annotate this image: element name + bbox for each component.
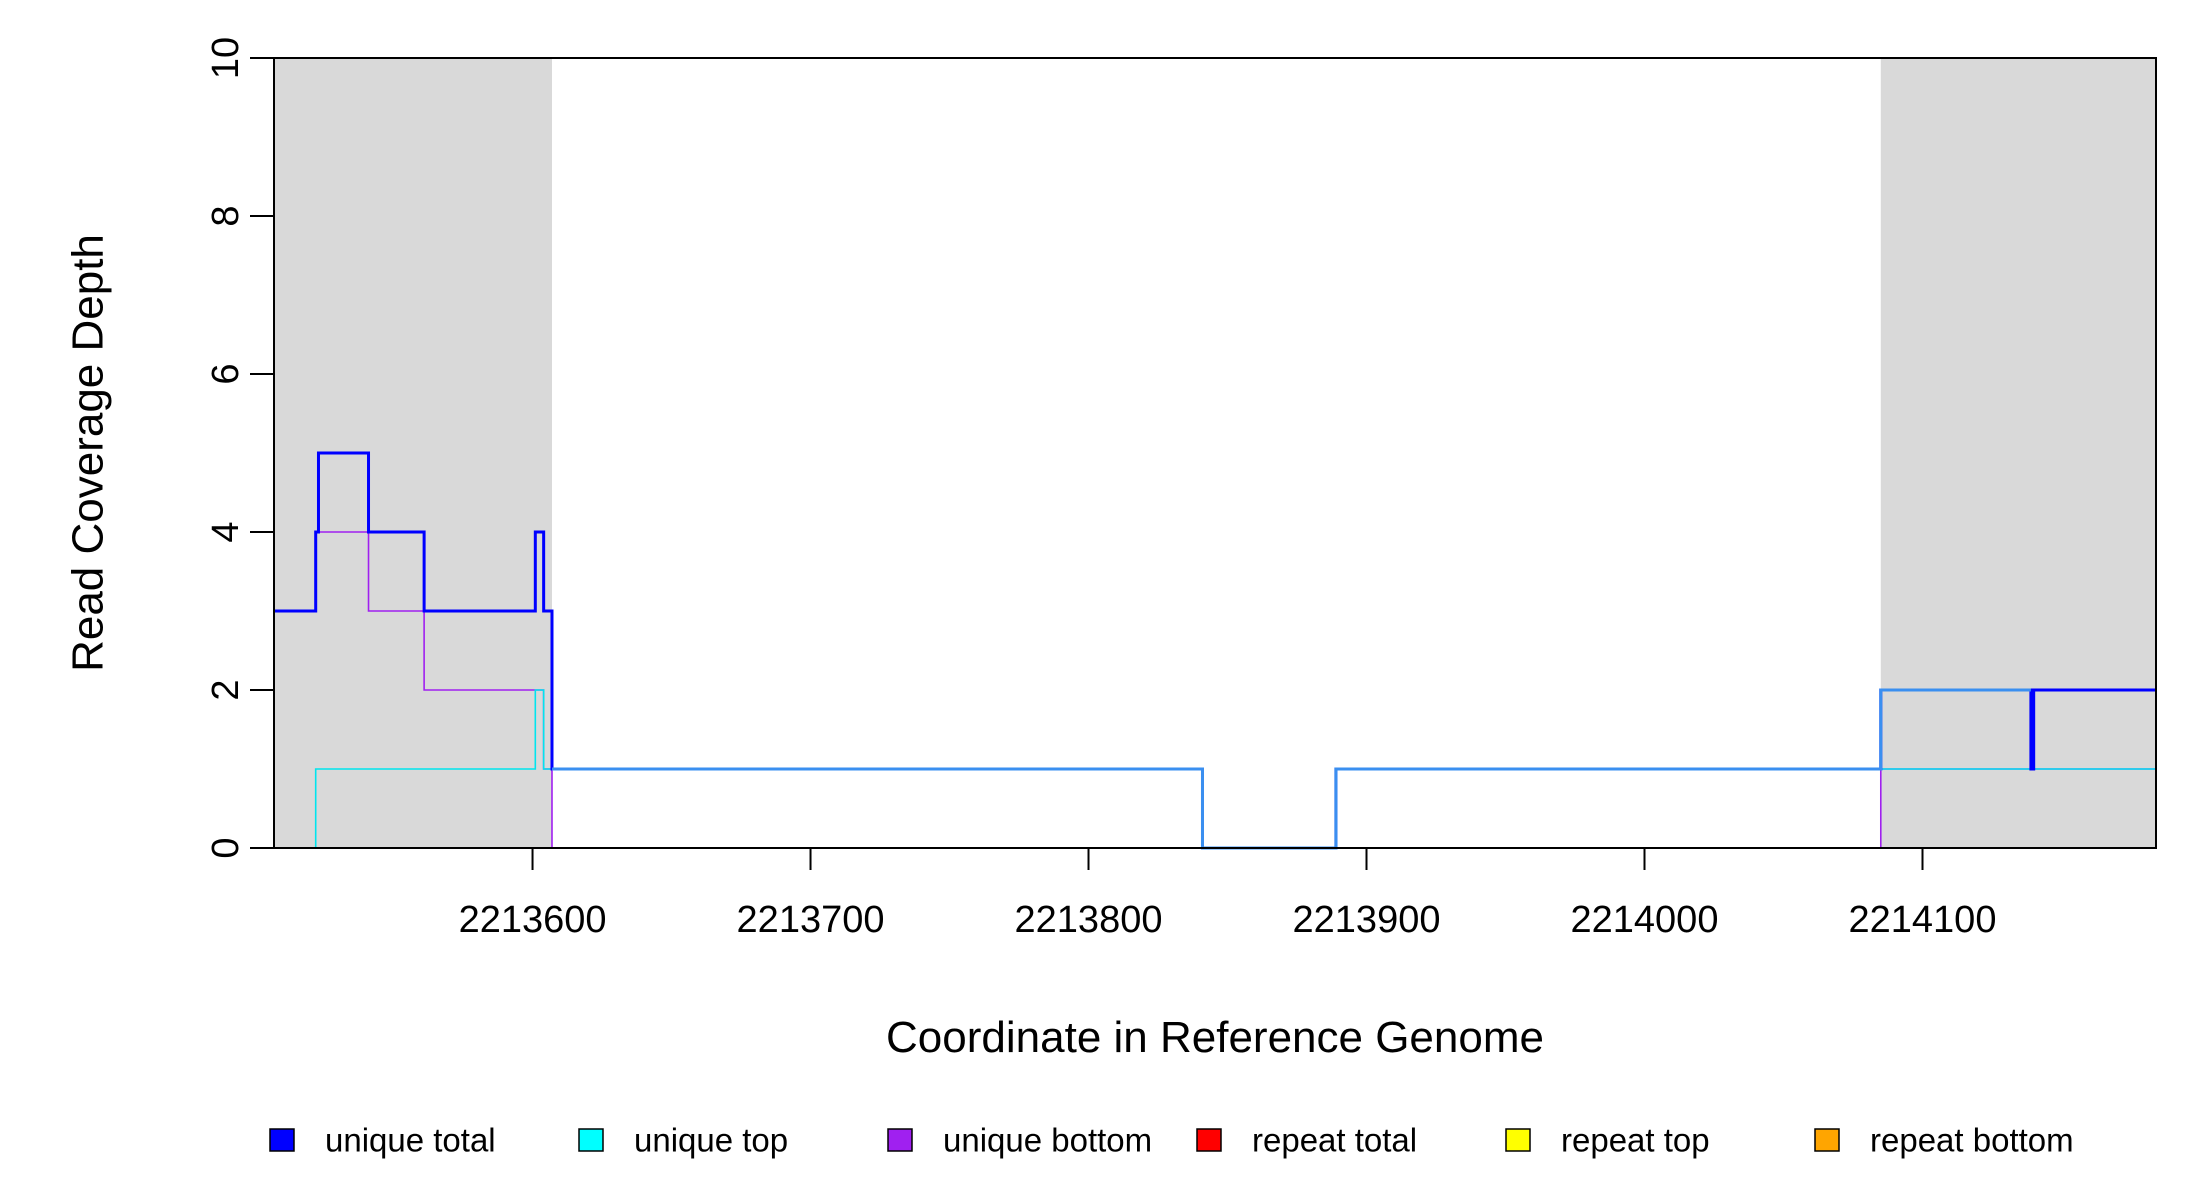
series-overlap-unique-total-top xyxy=(551,688,2031,850)
x-axis-ticks: 2213600 2213700 2213800 2213900 2214000 22141… xyxy=(459,848,1997,941)
x-tick-label: 2214000 xyxy=(1571,899,1719,941)
shaded-regions xyxy=(274,58,2156,848)
series-unique-bottom xyxy=(274,531,2156,849)
x-tick-label: 2213900 xyxy=(1293,899,1441,941)
legend-label-repeat-total: repeat total xyxy=(1252,1122,1417,1159)
y-axis-title: Read Coverage Depth xyxy=(64,234,113,672)
legend-label-repeat-bottom: repeat bottom xyxy=(1870,1122,2074,1159)
y-tick-label: 10 xyxy=(205,37,247,79)
y-axis-ticks: 0 2 4 6 8 10 xyxy=(205,37,275,859)
y-tick-label: 0 xyxy=(205,837,247,858)
legend: unique total unique top unique bottom repea… xyxy=(269,1122,2074,1159)
x-tick-label: 2213800 xyxy=(1015,899,1163,941)
legend-swatch-unique-bottom xyxy=(887,1128,913,1152)
series-lines xyxy=(274,451,2156,850)
x-tick-label: 2213600 xyxy=(459,899,607,941)
legend-swatch-unique-total xyxy=(269,1128,295,1152)
legend-label-unique-top: unique top xyxy=(634,1122,788,1159)
shaded-region-1 xyxy=(274,58,552,848)
legend-swatch-unique-top xyxy=(578,1128,604,1152)
x-tick-label: 2213700 xyxy=(737,899,885,941)
series-unique-total xyxy=(274,451,2156,850)
legend-label-unique-bottom: unique bottom xyxy=(943,1122,1152,1159)
shaded-region-2 xyxy=(1880,58,2156,848)
y-tick-label: 2 xyxy=(205,679,247,700)
legend-label-repeat-top: repeat top xyxy=(1561,1122,1710,1159)
plot-frame xyxy=(273,57,2157,849)
x-axis-title: Coordinate in Reference Genome xyxy=(886,1013,1544,1062)
legend-label-unique-total: unique total xyxy=(325,1122,496,1159)
y-tick-label: 6 xyxy=(205,363,247,384)
y-tick-label: 4 xyxy=(205,521,247,542)
y-tick-label: 8 xyxy=(205,205,247,226)
x-tick-label: 2214100 xyxy=(1849,899,1997,941)
legend-swatch-repeat-bottom xyxy=(1814,1128,1840,1152)
legend-swatch-repeat-total xyxy=(1196,1128,1222,1152)
legend-swatch-repeat-top xyxy=(1505,1128,1531,1152)
